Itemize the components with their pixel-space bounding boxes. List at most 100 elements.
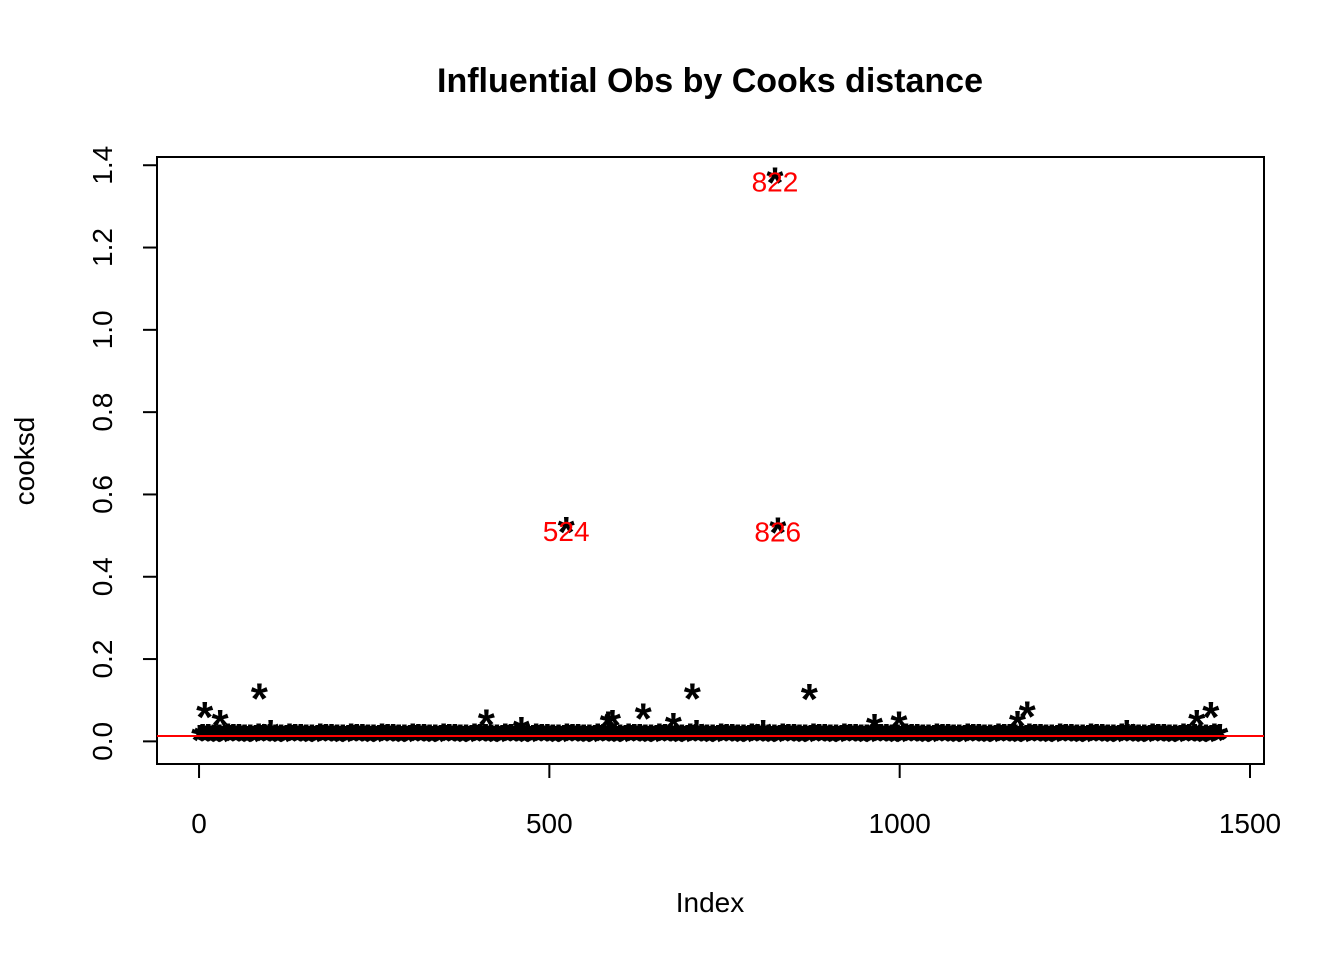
- data-point: *: [264, 717, 282, 766]
- data-point: *: [757, 717, 775, 766]
- data-point: *: [1026, 715, 1044, 764]
- x-tick-label: 500: [526, 808, 573, 839]
- data-point: *: [429, 717, 447, 766]
- y-tick-label: 0.4: [87, 557, 118, 596]
- data-point: *: [967, 716, 985, 765]
- data-point: *: [813, 716, 831, 765]
- data-point: *: [1203, 716, 1221, 765]
- data-point: *: [1138, 717, 1156, 766]
- data-point: *: [460, 717, 478, 766]
- data-point: *: [724, 715, 742, 764]
- data-point: *: [654, 716, 672, 765]
- data-point: *: [443, 716, 461, 765]
- data-point: *: [1063, 715, 1081, 764]
- data-point: *: [889, 716, 907, 765]
- data-point: *: [544, 715, 562, 764]
- data-point: *: [797, 716, 815, 765]
- data-point: *: [1049, 716, 1067, 765]
- data-point: *: [1127, 717, 1145, 766]
- data-point: *: [917, 717, 935, 766]
- data-point: *: [670, 717, 688, 766]
- data-point: *: [516, 717, 534, 766]
- data-point: *: [233, 717, 251, 766]
- data-point: *: [603, 717, 621, 766]
- data-point: *: [407, 716, 425, 765]
- data-point: *: [1018, 716, 1036, 765]
- data-point: *: [721, 716, 739, 765]
- x-tick-label: 1000: [869, 808, 931, 839]
- data-point: *: [833, 716, 851, 765]
- data-point: *: [348, 715, 366, 764]
- data-point: *: [715, 716, 733, 765]
- data-point: *: [222, 716, 240, 765]
- y-axis-title: cooksd: [9, 417, 40, 506]
- data-point: *: [244, 717, 262, 766]
- data-point: *: [368, 717, 386, 766]
- data-point: *: [449, 717, 467, 766]
- data-point: *: [637, 715, 655, 764]
- data-point: *: [920, 716, 938, 765]
- data-point: *: [404, 715, 422, 764]
- data-point: *: [614, 717, 632, 766]
- data-point: *: [822, 715, 840, 764]
- data-point: *: [466, 715, 484, 764]
- data-point: *: [357, 717, 375, 766]
- data-point: *: [491, 717, 509, 766]
- data-point: *: [556, 716, 574, 765]
- x-tick-label: 0: [191, 808, 207, 839]
- data-point: *: [729, 715, 747, 764]
- data-point: *: [278, 716, 296, 765]
- data-point: *: [385, 715, 403, 764]
- data-point: *: [712, 715, 730, 764]
- data-point: *: [785, 715, 803, 764]
- data-point: *: [606, 715, 624, 764]
- data-point: *: [376, 716, 394, 765]
- data-point: *: [1066, 717, 1084, 766]
- data-point: *: [651, 715, 669, 764]
- data-point: *: [1119, 715, 1137, 764]
- data-point: *: [783, 716, 801, 765]
- data-point: *: [211, 701, 229, 750]
- data-point: *: [427, 716, 445, 765]
- data-point: *: [1094, 715, 1112, 764]
- data-point: *: [861, 717, 879, 766]
- data-point: *: [948, 717, 966, 766]
- data-point: *: [300, 717, 318, 766]
- data-point: *: [769, 508, 787, 557]
- data-point: *: [1038, 715, 1056, 764]
- data-point: *: [1077, 717, 1095, 766]
- data-point: *: [942, 717, 960, 766]
- data-point: *: [609, 717, 627, 766]
- data-point: *: [701, 717, 719, 766]
- data-point: *: [1012, 716, 1030, 765]
- data-point: *: [536, 716, 554, 765]
- data-point: *: [665, 717, 683, 766]
- data-point: *: [931, 716, 949, 765]
- data-point: *: [513, 708, 531, 757]
- data-point: *: [886, 717, 904, 766]
- data-point: *: [990, 715, 1008, 764]
- data-point: *: [1088, 715, 1106, 764]
- data-point: *: [365, 716, 383, 765]
- data-point: *: [1208, 716, 1226, 765]
- y-tick-label: 1.2: [87, 228, 118, 267]
- data-point: *: [477, 715, 495, 764]
- data-point: *: [1150, 715, 1168, 764]
- data-point: *: [298, 715, 316, 764]
- data-point: *: [331, 717, 349, 766]
- data-point: *: [359, 715, 377, 764]
- data-point: *: [533, 715, 551, 764]
- data-point: *: [738, 717, 756, 766]
- data-point: *: [704, 716, 722, 765]
- data-point: *: [684, 674, 702, 723]
- data-point: *: [1124, 715, 1142, 764]
- data-point: *: [900, 716, 918, 765]
- data-point: *: [1021, 715, 1039, 764]
- data-point: *: [225, 715, 243, 764]
- data-point: *: [962, 716, 980, 765]
- data-point: *: [1015, 717, 1033, 766]
- data-point: *: [805, 715, 823, 764]
- data-point: *: [1116, 716, 1134, 765]
- data-point: *: [959, 715, 977, 764]
